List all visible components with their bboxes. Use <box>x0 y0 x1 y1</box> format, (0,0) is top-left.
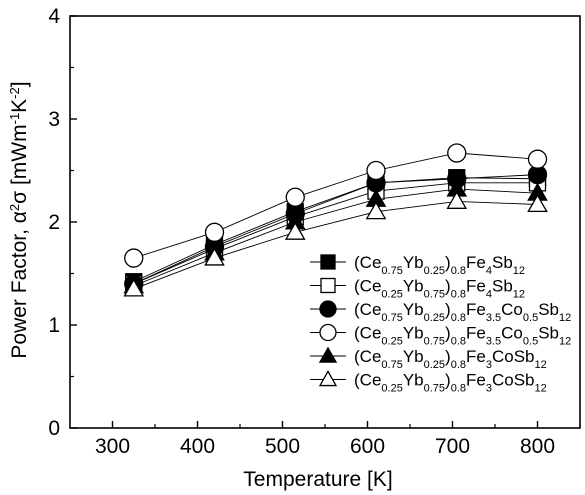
legend-marker <box>320 254 336 270</box>
y-tick-label: 4 <box>48 5 60 28</box>
x-axis-title: Temperature [K] <box>243 468 392 491</box>
series-line <box>133 174 538 285</box>
y-tick-label: 3 <box>48 108 60 131</box>
plot-frame <box>69 15 581 429</box>
legend: (Ce0.75Yb0.25)0.8Fe4Sb12(Ce0.25Yb0.75)0.… <box>310 253 571 395</box>
axis-ticks: 300 400 500 600 700 800 0 1 2 3 4 <box>48 5 581 458</box>
legend-marker <box>320 277 336 294</box>
y-tick-label: 0 <box>48 417 60 440</box>
y-tick-label: 2 <box>48 211 60 234</box>
x-tick-label: 300 <box>95 435 130 458</box>
x-tick-label: 500 <box>265 435 300 458</box>
data-point <box>365 201 387 220</box>
legend-label: (Ce0.25Yb0.75)0.8Fe3CoSb12 <box>354 371 547 395</box>
data-point <box>204 247 225 266</box>
data-point <box>123 278 145 297</box>
series-line <box>133 188 538 287</box>
legend-label: (Ce0.25Yb0.75)0.8Fe4Sb12 <box>354 277 525 301</box>
data-point <box>285 187 305 207</box>
legend-label: (Ce0.75Yb0.25)0.8Fe4Sb12 <box>354 253 525 277</box>
y-tick-label: 1 <box>48 314 60 337</box>
x-tick-label: 600 <box>350 435 385 458</box>
series-lines <box>133 152 538 290</box>
data-point <box>447 143 467 163</box>
data-point <box>527 193 548 213</box>
x-tick-label: 700 <box>435 435 470 458</box>
y-axis-title: Power Factor, α2σ [mWm-1K-2] <box>7 81 32 358</box>
data-point <box>284 221 306 240</box>
series-line <box>133 200 538 290</box>
legend-marker <box>318 346 338 363</box>
data-point <box>527 149 548 169</box>
legend-label: (Ce0.75Yb0.25)0.8Fe3.5Co0.5Sb12 <box>354 300 571 324</box>
series-line <box>133 152 538 259</box>
plot-area <box>69 15 581 429</box>
x-tick-label: 800 <box>520 435 555 458</box>
data-point <box>124 248 144 268</box>
data-point <box>446 190 468 209</box>
series-line <box>133 182 538 285</box>
series-markers <box>123 143 548 297</box>
legend-marker <box>319 300 337 318</box>
legend-marker <box>318 370 338 387</box>
legend-label: (Ce0.25Yb0.75)0.8Fe3.5Co0.5Sb12 <box>354 324 571 348</box>
legend-marker <box>319 323 337 342</box>
x-tick-label: 400 <box>180 435 215 458</box>
legend-label: (Ce0.75Yb0.25)0.8Fe3CoSb12 <box>354 347 547 371</box>
data-point <box>366 160 386 181</box>
data-point <box>204 222 225 242</box>
